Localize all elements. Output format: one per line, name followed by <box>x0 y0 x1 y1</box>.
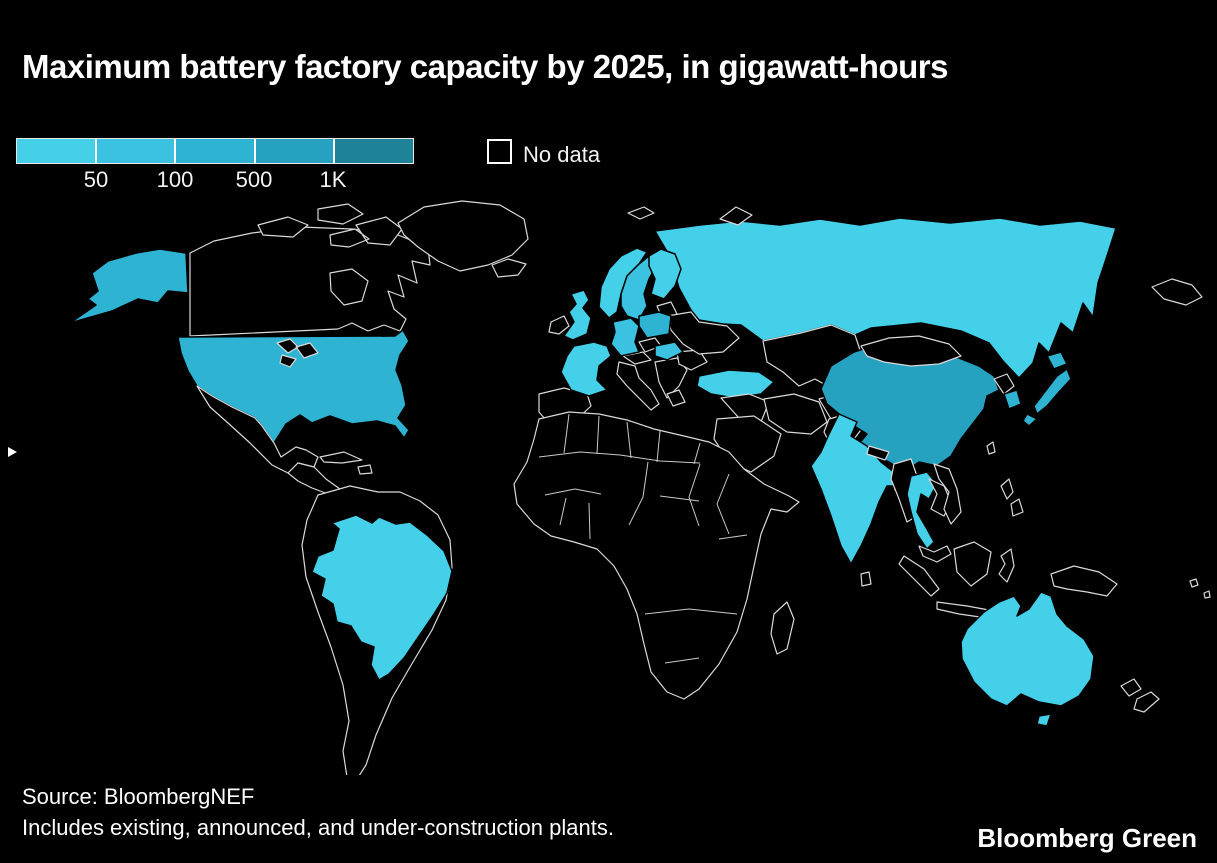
country-mongolia <box>860 335 962 367</box>
legend-swatch-100-500 <box>174 139 254 163</box>
country-france <box>560 341 612 397</box>
country-novaya-zemlya <box>719 206 753 226</box>
country-hungary <box>654 341 684 361</box>
world-map-svg <box>8 200 1211 780</box>
legend-swatch-lt50 <box>17 139 95 163</box>
country-ireland <box>548 315 570 335</box>
country-madagascar <box>770 601 795 655</box>
country-iceland <box>491 258 527 278</box>
country-turkey <box>696 369 775 399</box>
legend-tick-50: 50 <box>83 167 109 192</box>
country-greece <box>666 389 686 407</box>
country-arctic-islands <box>257 203 403 248</box>
no-data-label: No data <box>523 142 601 167</box>
country-canada <box>189 226 431 337</box>
africa-internal-borders <box>538 413 748 664</box>
country-vietnam <box>933 463 962 525</box>
source-block: Source: BloombergNEF Includes existing, … <box>22 781 614 843</box>
country-far-east-islands <box>1151 278 1203 306</box>
country-syria-iraq <box>720 393 770 423</box>
country-sri-lanka <box>860 571 872 587</box>
country-tasmania <box>1036 713 1052 727</box>
no-data-swatch <box>487 139 512 164</box>
country-new-zealand <box>1120 678 1160 713</box>
legend-swatch-50-100 <box>94 139 175 163</box>
page-title: Maximum battery factory capacity by 2025… <box>22 48 948 86</box>
country-south-korea <box>1003 389 1022 410</box>
country-mexico <box>196 385 319 474</box>
country-balkans <box>654 357 688 399</box>
country-russia <box>654 217 1117 379</box>
legend-tick-500: 500 <box>235 167 273 192</box>
legend-swatch-500-1k <box>253 139 334 163</box>
country-sweden <box>620 255 658 321</box>
country-africa <box>513 411 800 700</box>
water-great-lakes <box>276 338 319 368</box>
country-greenland <box>397 200 529 272</box>
country-cuba <box>319 451 363 464</box>
world-choropleth-map <box>0 195 1217 780</box>
country-poland <box>638 311 672 339</box>
country-brazil <box>311 514 453 681</box>
country-ukraine-belarus <box>666 311 740 355</box>
legend-swatch-gt1k <box>333 139 413 163</box>
legend-tick-1k: 1K <box>319 167 347 192</box>
country-philippines <box>1000 478 1024 517</box>
country-new-guinea <box>1050 565 1118 597</box>
country-svalbard <box>627 206 655 220</box>
country-australia <box>960 591 1095 707</box>
water-hudson-bay <box>329 268 369 306</box>
country-finland <box>648 248 682 300</box>
country-hispaniola <box>357 464 373 475</box>
country-iran <box>763 393 828 435</box>
country-alaska <box>69 248 189 324</box>
country-north-korea <box>993 373 1015 395</box>
legend-scale <box>16 138 414 164</box>
country-pacific-islands <box>1189 578 1211 599</box>
country-norway <box>598 247 648 319</box>
legend-tick-100: 100 <box>156 167 194 192</box>
country-united-kingdom <box>563 289 592 341</box>
country-nepal <box>866 445 890 461</box>
country-italy <box>616 361 660 411</box>
country-hawaii <box>8 447 17 457</box>
country-malaysia <box>918 545 952 563</box>
country-taiwan <box>986 441 996 455</box>
country-japan <box>1022 351 1072 427</box>
bloomberg-green-logo: Bloomberg Green <box>977 823 1197 853</box>
note-line: Includes existing, announced, and under-… <box>22 815 614 840</box>
country-germany <box>610 317 640 357</box>
source-line: Source: BloombergNEF <box>22 784 255 809</box>
